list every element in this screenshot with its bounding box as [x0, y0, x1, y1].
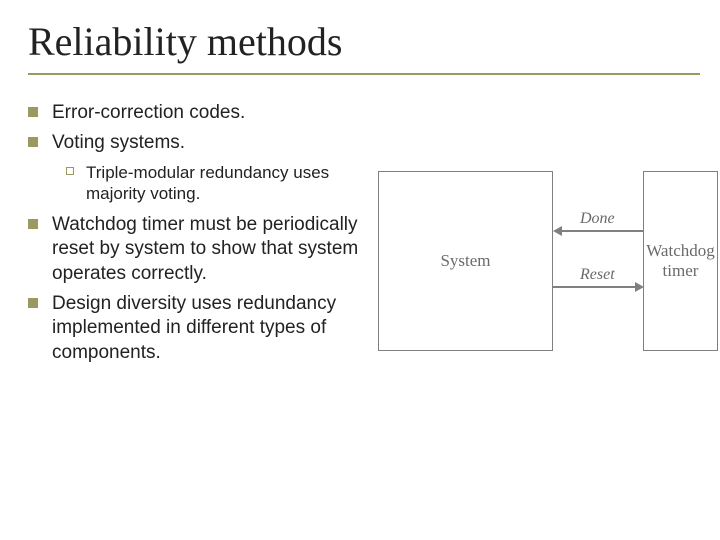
content-area: Error-correction codes. Voting systems. … — [28, 101, 700, 421]
square-bullet-icon — [28, 219, 38, 229]
square-bullet-icon — [28, 137, 38, 147]
list-item: Design diversity uses redundancy impleme… — [28, 292, 368, 365]
list-item-text: Watchdog timer must be periodically rese… — [52, 213, 368, 286]
sub-list-item-text: Triple-modular redundancy uses majority … — [86, 162, 368, 206]
list-item: Error-correction codes. — [28, 101, 368, 125]
list-item-text: Error-correction codes. — [52, 101, 245, 125]
done-arrow-label: Done — [580, 210, 615, 228]
title-underline: Reliability methods — [28, 18, 700, 75]
slide-title: Reliability methods — [28, 18, 700, 65]
square-bullet-icon — [28, 107, 38, 117]
system-box-label: System — [440, 251, 490, 271]
square-bullet-icon — [28, 298, 38, 308]
block-diagram: System Watchdog timer Done Reset — [368, 141, 700, 421]
watchdog-box-label: Watchdog timer — [646, 241, 715, 281]
watchdog-box: Watchdog timer — [643, 171, 718, 351]
hollow-square-bullet-icon — [66, 167, 74, 175]
list-item: Voting systems. — [28, 131, 368, 155]
done-arrow-line — [561, 230, 643, 232]
reset-arrow-head-icon — [635, 282, 644, 292]
reset-arrow-label: Reset — [580, 266, 615, 284]
list-item: Watchdog timer must be periodically rese… — [28, 213, 368, 286]
list-item-text: Voting systems. — [52, 131, 185, 155]
system-box: System — [378, 171, 553, 351]
reset-arrow-line — [553, 286, 635, 288]
done-arrow-head-icon — [553, 226, 562, 236]
slide: Reliability methods Error-correction cod… — [0, 0, 720, 540]
list-item-text: Design diversity uses redundancy impleme… — [52, 292, 368, 365]
sub-list-item: Triple-modular redundancy uses majority … — [66, 162, 368, 206]
bullet-list: Error-correction codes. Voting systems. … — [28, 101, 368, 421]
